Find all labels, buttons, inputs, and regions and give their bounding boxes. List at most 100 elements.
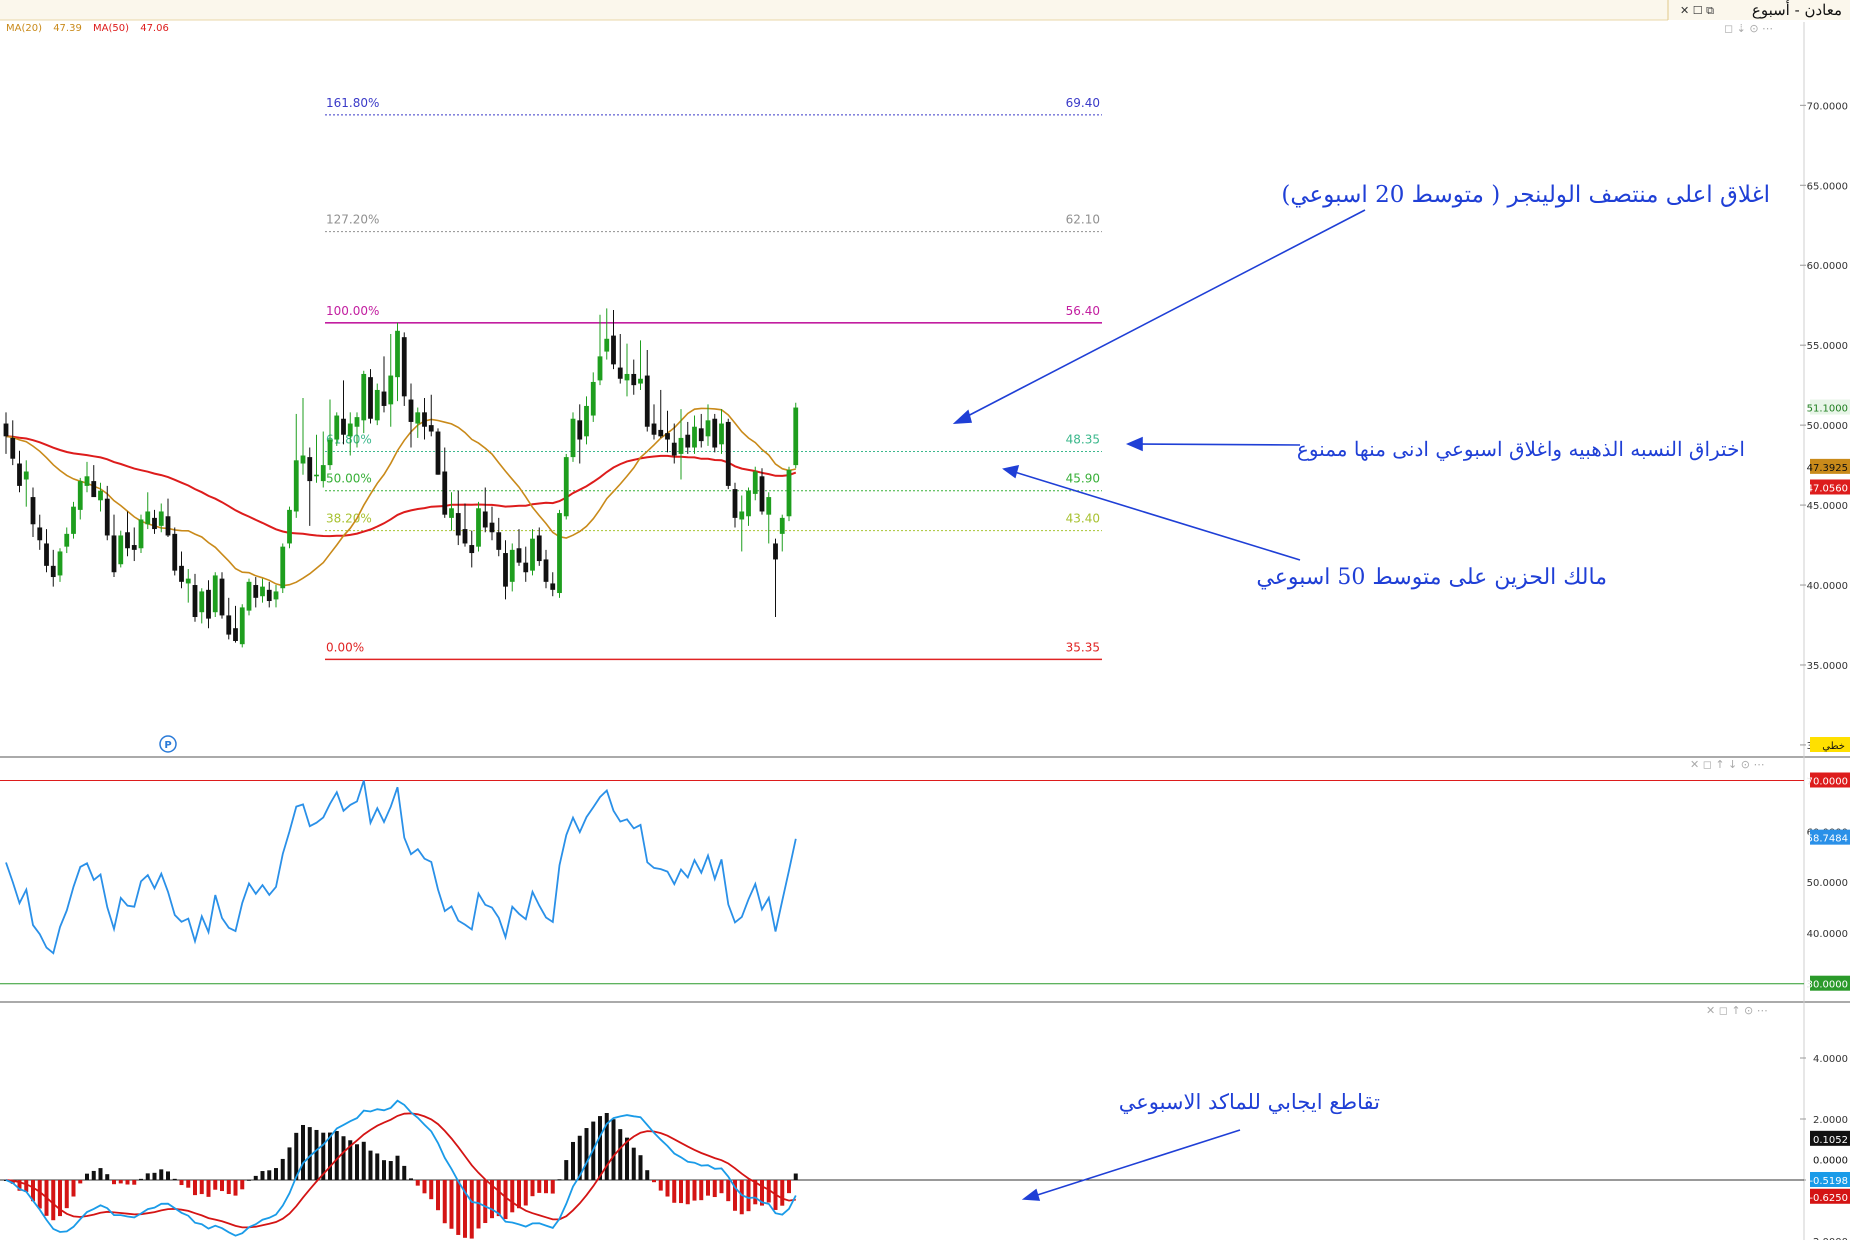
candle-body — [206, 589, 211, 619]
candle — [617, 333, 623, 384]
fib-value-1: 43.40 — [1066, 512, 1100, 526]
candle-body — [685, 434, 691, 448]
macd-tick-3: -2.0000 — [1809, 1237, 1848, 1240]
macd-hist-bar — [51, 1180, 56, 1221]
candle — [172, 527, 178, 576]
candle — [611, 310, 616, 370]
candle-body — [692, 426, 697, 448]
macd-hist-bar — [361, 1141, 366, 1180]
candle-body — [678, 437, 684, 454]
candle-body — [557, 513, 562, 594]
macd-hist-bar — [652, 1180, 656, 1183]
price-pane-tools[interactable]: ◻ ⇣ ⊙ ⋯ — [1724, 22, 1773, 35]
candle — [523, 546, 529, 582]
fib-value-5: 62.10 — [1066, 213, 1100, 227]
candle — [401, 332, 407, 406]
candle — [104, 485, 110, 541]
macd-hist-bar — [564, 1160, 569, 1180]
macd-hist-bar — [78, 1180, 83, 1184]
ma50-tag-bg — [1810, 479, 1850, 495]
candle-body — [192, 585, 198, 618]
candle — [347, 412, 353, 456]
macd-hist-bar — [280, 1158, 285, 1180]
macd-hist-bar — [58, 1180, 62, 1217]
macd-pane-tools[interactable]: ✕ ◻ ↑ ⊙ ⋯ — [1706, 1004, 1768, 1017]
rsi-pane-tools[interactable]: ✕ ◻ ↑ ↓ ⊙ ⋯ — [1690, 758, 1764, 771]
candle — [334, 412, 340, 446]
candle-body — [428, 425, 434, 432]
candle — [435, 428, 441, 475]
window-title: معادن - أسبوع — [1752, 0, 1842, 19]
macd-hist-bar — [132, 1180, 137, 1185]
ma20-legend-label: MA(20) — [6, 23, 42, 34]
macd-hist-bar — [537, 1180, 542, 1193]
macd-hist-bar — [139, 1178, 143, 1180]
candle — [341, 380, 346, 445]
candle — [732, 482, 738, 528]
macd-hist-bar — [321, 1132, 326, 1180]
candle — [509, 543, 515, 592]
candle — [590, 372, 596, 422]
candle — [57, 548, 63, 582]
rsi-tick-2: 50.0000 — [1807, 878, 1848, 889]
candle-body — [131, 545, 137, 550]
macd-hist-bar — [37, 1180, 42, 1209]
macd-hist-bar — [179, 1180, 184, 1186]
macd-hist-bar — [382, 1160, 386, 1180]
candle — [651, 404, 657, 440]
rsi-upper-tag-bg — [1810, 772, 1850, 788]
ma20-line — [5, 407, 796, 587]
candle — [550, 572, 556, 597]
macd-hist-bar — [598, 1116, 602, 1180]
candle — [246, 578, 252, 616]
macd-hist-bar — [341, 1136, 346, 1180]
macd-hist-bar — [172, 1178, 177, 1180]
candle — [314, 434, 319, 483]
macd-hist-bar — [145, 1173, 150, 1180]
macd-line — [5, 1099, 797, 1237]
candle — [354, 412, 360, 448]
rsi-panel: 70.000060.000050.000040.000030.000070.00… — [0, 772, 1850, 991]
candle-body — [712, 418, 718, 448]
annotation-hammer: مالك الحزين على متوسط 50 اسبوعي — [1256, 565, 1607, 590]
window-controls[interactable]: ✕ ☐ ⧉ — [1680, 4, 1714, 17]
candle — [449, 492, 454, 531]
macd-hist-bar — [85, 1173, 89, 1180]
candle — [233, 605, 238, 643]
candle-body — [368, 377, 373, 419]
candle — [71, 501, 76, 539]
candle — [570, 412, 576, 462]
candle — [280, 543, 286, 594]
fib-pct-4: 100.00% — [326, 304, 379, 318]
rsi-lower-tag-label: 30.0000 — [1807, 980, 1848, 991]
candle — [37, 514, 43, 550]
macd-hist-bar — [544, 1180, 548, 1194]
candle-body — [98, 490, 103, 501]
last-price-tag-bg — [1810, 399, 1850, 415]
fib-value-4: 56.40 — [1066, 304, 1100, 318]
candle-body — [577, 420, 583, 440]
candle-body — [482, 511, 488, 528]
candle-body — [584, 405, 589, 437]
annotation-macd-cross: تقاطع ايجابي للماكد الاسبوعي — [1119, 1090, 1380, 1115]
ma20-tag-bg — [1810, 458, 1850, 474]
candle-body — [455, 513, 461, 536]
price-axis: 70.0000 65.0000 60.0000 55.0000 50.0000 45.00… — [1800, 101, 1850, 752]
candlesticks — [3, 308, 799, 648]
candle-body — [138, 519, 144, 549]
p-badge-icon[interactable] — [159, 735, 177, 753]
macd-hist-tag-label: 0.1052 — [1813, 1135, 1848, 1146]
candle-body — [64, 533, 70, 547]
macd-hist-bar — [557, 1179, 562, 1181]
candle — [685, 421, 691, 454]
candle — [165, 498, 171, 538]
candle — [253, 577, 259, 608]
candle-body — [381, 391, 387, 406]
candle-body — [435, 431, 441, 475]
macd-hist-bar — [328, 1132, 332, 1180]
candle — [543, 549, 549, 589]
candle-body — [145, 511, 151, 525]
candle-body — [17, 463, 22, 486]
